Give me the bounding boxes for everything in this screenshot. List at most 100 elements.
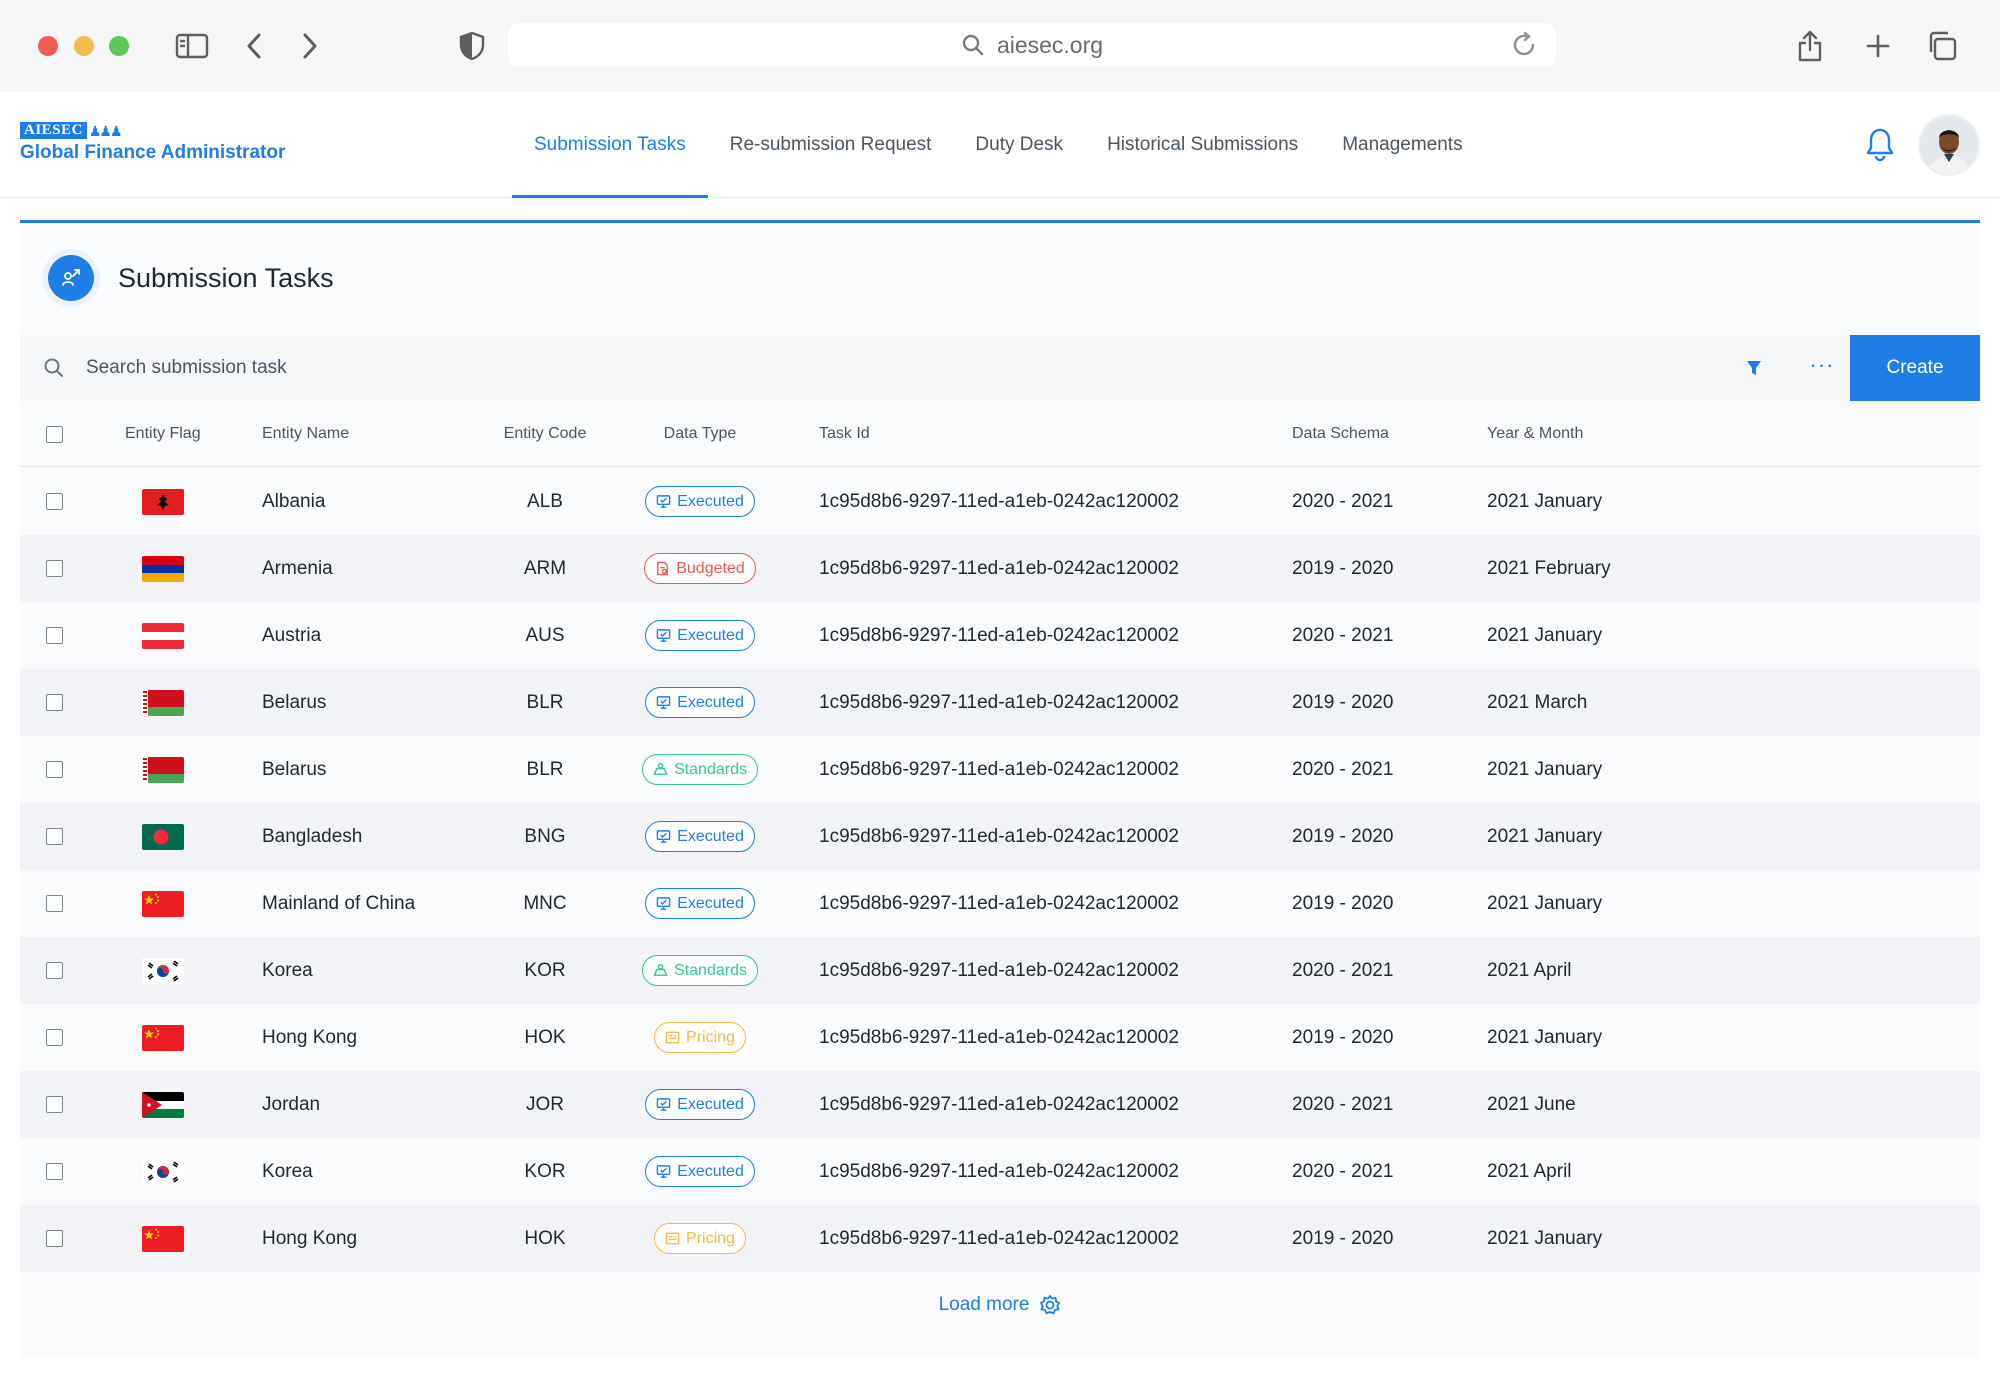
maximize-window-button[interactable] xyxy=(109,36,129,56)
back-icon[interactable] xyxy=(232,24,276,68)
table-row[interactable]: Bangladesh BNG Executed 1c95d8b6-9297-11ed-… xyxy=(20,803,1980,870)
flag-china-icon xyxy=(142,1205,184,1272)
executed-icon xyxy=(656,494,671,509)
data-schema: 2020 - 2021 xyxy=(1292,1160,1394,1182)
entity-name: Hong Kong xyxy=(262,1026,358,1048)
search-input[interactable] xyxy=(86,348,686,388)
row-checkbox[interactable] xyxy=(46,1029,63,1046)
data-schema: 2020 - 2021 xyxy=(1292,1093,1394,1115)
shield-icon[interactable] xyxy=(450,24,494,68)
app-subtitle: Global Finance Administrator xyxy=(20,142,286,163)
entity-name: Austria xyxy=(262,624,322,646)
row-checkbox[interactable] xyxy=(46,694,63,711)
loading-gear-icon xyxy=(1040,1294,1061,1315)
task-id: 1c95d8b6-9297-11ed-a1eb-0242ac120002 xyxy=(819,691,1179,713)
col-data-schema[interactable]: Data Schema xyxy=(1292,425,1389,442)
table-row[interactable]: Armenia ARM Budgeted 1c95d8b6-9297-11ed-a1e… xyxy=(20,535,1980,602)
bell-icon[interactable] xyxy=(1864,126,1896,162)
entity-name: Korea xyxy=(262,959,313,981)
year-month: 2021 February xyxy=(1487,557,1611,579)
year-month: 2021 January xyxy=(1487,1227,1603,1249)
select-all-checkbox[interactable] xyxy=(46,425,63,443)
task-id: 1c95d8b6-9297-11ed-a1eb-0242ac120002 xyxy=(819,490,1179,512)
col-entity-flag[interactable]: Entity Flag xyxy=(125,425,201,442)
load-more-button[interactable]: Load more xyxy=(20,1285,1980,1325)
flag-korea-icon xyxy=(142,1138,184,1205)
data-schema: 2019 - 2020 xyxy=(1292,1227,1394,1249)
row-checkbox[interactable] xyxy=(46,828,63,845)
share-icon[interactable] xyxy=(1788,24,1832,68)
sidebar-toggle-icon[interactable] xyxy=(170,24,214,68)
executed-icon xyxy=(656,1097,671,1112)
nav-managements[interactable]: Managements xyxy=(1342,134,1463,155)
entity-name: Bangladesh xyxy=(262,825,363,847)
entity-code: MNC xyxy=(523,892,567,914)
entity-name: Hong Kong xyxy=(262,1227,358,1249)
table-toolbar: ··· Create xyxy=(20,335,1980,401)
table-row[interactable]: Austria AUS Executed 1c95d8b6-9297-11ed-a1e… xyxy=(20,602,1980,669)
close-window-button[interactable] xyxy=(38,36,58,56)
row-checkbox[interactable] xyxy=(46,493,63,510)
data-type-label: Executed xyxy=(677,1162,744,1180)
task-id: 1c95d8b6-9297-11ed-a1eb-0242ac120002 xyxy=(819,825,1179,847)
row-checkbox[interactable] xyxy=(46,1230,63,1247)
table-row[interactable]: Jordan JOR Executed 1c95d8b6-9297-11ed-a1eb… xyxy=(20,1071,1980,1138)
data-schema: 2020 - 2021 xyxy=(1292,490,1394,512)
col-data-type[interactable]: Data Type xyxy=(663,425,737,442)
col-entity-code[interactable]: Entity Code xyxy=(503,425,587,442)
year-month: 2021 April xyxy=(1487,1160,1572,1182)
data-type-badge: Executed xyxy=(645,620,755,651)
minimize-window-button[interactable] xyxy=(74,36,94,56)
row-checkbox[interactable] xyxy=(46,1096,63,1113)
table-row[interactable]: Hong Kong HOK Pricing 1c95d8b6-9297-11ed-a1… xyxy=(20,1004,1980,1071)
tab-overview-icon[interactable] xyxy=(1920,24,1964,68)
data-type-badge: Standards xyxy=(642,955,758,986)
flag-albania-icon xyxy=(142,468,184,535)
new-tab-icon[interactable] xyxy=(1856,24,1900,68)
pricing-icon xyxy=(665,1231,680,1246)
address-bar[interactable]: aiesec.org xyxy=(508,23,1556,67)
col-entity-name[interactable]: Entity Name xyxy=(262,425,350,442)
nav-duty-desk[interactable]: Duty Desk xyxy=(975,134,1064,155)
forward-icon[interactable] xyxy=(288,24,332,68)
data-type-badge: Pricing xyxy=(654,1223,746,1254)
reload-icon[interactable] xyxy=(1510,31,1538,59)
logo[interactable]: AIESEC ♟♟♟ Global Finance Administrator xyxy=(20,122,285,164)
row-checkbox[interactable] xyxy=(46,1163,63,1180)
data-type-label: Executed xyxy=(677,492,744,510)
executed-icon xyxy=(656,628,671,643)
search-icon xyxy=(962,34,984,56)
col-task-id[interactable]: Task Id xyxy=(819,425,870,442)
create-button[interactable]: Create xyxy=(1850,335,1980,401)
task-id: 1c95d8b6-9297-11ed-a1eb-0242ac120002 xyxy=(819,1160,1179,1182)
entity-name: Armenia xyxy=(262,557,333,579)
col-year-month[interactable]: Year & Month xyxy=(1487,425,1584,442)
nav-resubmission-request[interactable]: Re-submission Request xyxy=(729,134,932,155)
nav-submission-tasks[interactable]: Submission Tasks xyxy=(512,92,708,198)
avatar[interactable] xyxy=(1918,114,1980,176)
filter-icon[interactable] xyxy=(1740,354,1768,382)
entity-code: BNG xyxy=(524,825,566,847)
entity-code: ALB xyxy=(527,490,563,512)
table-row[interactable]: Hong Kong HOK Pricing 1c95d8b6-9297-11ed-a1… xyxy=(20,1205,1980,1272)
data-type-badge: Executed xyxy=(645,486,755,517)
table-row[interactable]: Korea KOR Standards 1c95d8b6-9297-11ed-a1eb… xyxy=(20,937,1980,1004)
logo-people-icon: ♟♟♟ xyxy=(88,122,123,139)
row-checkbox[interactable] xyxy=(46,962,63,979)
row-checkbox[interactable] xyxy=(46,895,63,912)
year-month: 2021 January xyxy=(1487,758,1603,780)
year-month: 2021 April xyxy=(1487,959,1572,981)
flag-armenia-icon xyxy=(142,535,184,602)
nav-historical-submissions[interactable]: Historical Submissions xyxy=(1107,134,1299,155)
table-row[interactable]: Korea KOR Executed 1c95d8b6-9297-11ed-a1eb-… xyxy=(20,1138,1980,1205)
table-row[interactable]: Belarus BLR Standards 1c95d8b6-9297-11ed-a1… xyxy=(20,736,1980,803)
table-row[interactable]: Belarus BLR Executed 1c95d8b6-9297-11ed-a1e… xyxy=(20,669,1980,736)
table-row[interactable]: Mainland of China MNC Executed 1c95d8b6-929… xyxy=(20,870,1980,937)
data-type-badge: Budgeted xyxy=(644,553,756,584)
more-options-button[interactable]: ··· xyxy=(1809,352,1835,377)
row-checkbox[interactable] xyxy=(46,761,63,778)
row-checkbox[interactable] xyxy=(46,627,63,644)
table-row[interactable]: Albania ALB Executed 1c95d8b6-9297-11ed-a1e… xyxy=(20,468,1980,535)
row-checkbox[interactable] xyxy=(46,560,63,577)
submission-tasks-panel: Submission Tasks ··· Create Entity Flag … xyxy=(20,220,1980,1358)
